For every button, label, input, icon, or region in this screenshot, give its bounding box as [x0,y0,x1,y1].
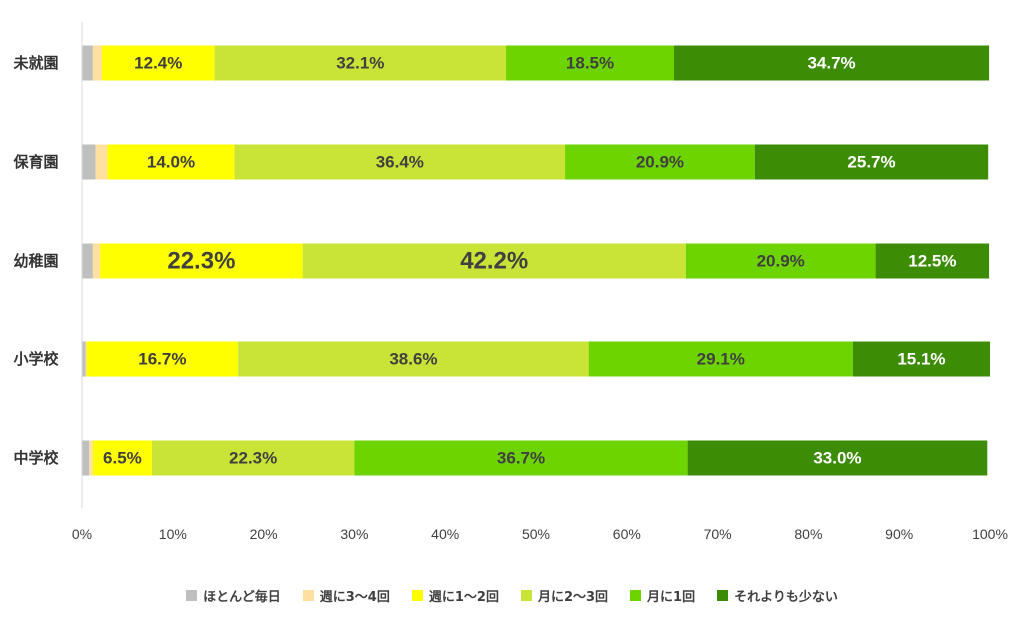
x-tick-label: 10% [159,526,187,542]
data-label: 36.7% [497,449,545,468]
legend-swatch [717,590,729,601]
bar-segment [100,243,303,279]
data-label: 32.1% [336,54,384,73]
data-label: 12.5% [908,252,956,271]
bar-segment [565,144,755,180]
data-label: 42.2% [460,248,528,275]
data-label: 33.0% [813,449,861,468]
x-tick-labels-group: 0% 10% 20% 30% 40% 50% 60% 70% 80% 90% 100% [72,526,1008,542]
category-label: 未就園 [12,54,58,72]
x-tick-label: 30% [340,526,368,542]
bar-segment [82,243,93,279]
bars-group [82,45,990,476]
bar-segment [82,440,90,476]
legend-item: 月に1回 [630,586,695,605]
bar-segment [754,144,989,180]
legend-item: ほとんど毎日 [186,586,281,605]
bar-segment [354,440,688,476]
legend-swatch [630,590,642,601]
bar-segment [687,440,988,476]
bar-segment [89,440,93,476]
legend-label: 月に2～3回 [537,590,609,605]
bar-segment [875,243,990,279]
x-tick-label: 90% [885,526,913,542]
legend-label: 週に3～4回 [319,590,390,605]
legend-item: それよりも少ない [717,586,838,605]
bar-segment [151,440,355,476]
data-label: 15.1% [897,350,945,369]
bar-segment [685,243,876,279]
legend-swatch [302,590,314,601]
stacked-bar-chart: 12.4% 32.1% 18.5% 34.7% 14.0% 36.4% 20.9% 25.7%… [12,22,1008,542]
x-tick-label: 40% [431,526,459,542]
data-label: 18.5% [566,54,614,73]
bar-segment [82,45,93,81]
bar-segment [506,45,675,81]
data-label: 14.0% [147,153,195,172]
data-label: 12.4% [134,54,182,73]
bar-segment [85,341,87,377]
bar-segment [214,45,507,81]
bar-segment [674,45,990,81]
x-tick-label: 0% [72,526,92,542]
x-tick-label: 70% [704,526,732,542]
bar-segment [588,341,853,377]
bar-segment [234,144,566,180]
x-tick-label: 100% [972,526,1008,542]
bar-segment [92,45,102,81]
bar-segment [95,144,108,180]
legend-label: それよりも少ない [734,590,838,605]
bar-segment [107,144,235,180]
legend-item: 週に1～2回 [411,586,499,605]
x-tick-label: 20% [250,526,278,542]
legend-swatch [186,590,198,601]
category-label: 保育園 [12,153,58,171]
data-label: 38.6% [389,350,437,369]
data-label: 6.5% [103,449,142,468]
data-label: 34.7% [807,54,855,73]
legend-item: 週に3～4回 [302,586,390,605]
x-tick-label: 60% [613,526,641,542]
legend-label: ほとんど毎日 [203,590,281,605]
x-tick-label: 80% [794,526,822,542]
legend-label: 月に1回 [647,590,696,605]
data-label: 22.3% [167,248,235,275]
data-label: 20.9% [636,153,684,172]
bar-segment [852,341,990,377]
data-label: 20.9% [757,252,805,271]
legend-item: 月に2～3回 [520,586,609,605]
category-label: 幼稚園 [13,252,58,270]
bar-segment [92,440,152,476]
legend-swatch [411,590,423,601]
bar-segment [101,45,215,81]
data-label: 36.4% [376,153,424,172]
bar-segment [238,341,589,377]
category-label: 中学校 [13,449,59,467]
legend-label: 週に1～2回 [428,590,499,605]
bar-segment [92,243,101,279]
legend-swatch [520,590,532,601]
category-label: 小学校 [13,350,59,368]
data-labels-group: 12.4% 32.1% 18.5% 34.7% 14.0% 36.4% 20.9% 25.7%… [103,54,956,468]
legend: ほとんど毎日 週に3～4回 週に1～2回 月に2～3回 月に1回 それよりも少ない [0,586,1024,605]
data-label: 25.7% [847,153,895,172]
data-label: 29.1% [697,350,745,369]
data-label: 22.3% [229,449,277,468]
bar-segment [82,341,86,377]
data-label: 16.7% [138,350,186,369]
x-tick-label: 50% [522,526,550,542]
bar-segment [86,341,239,377]
bar-segment [82,144,96,180]
bar-segment [302,243,686,279]
